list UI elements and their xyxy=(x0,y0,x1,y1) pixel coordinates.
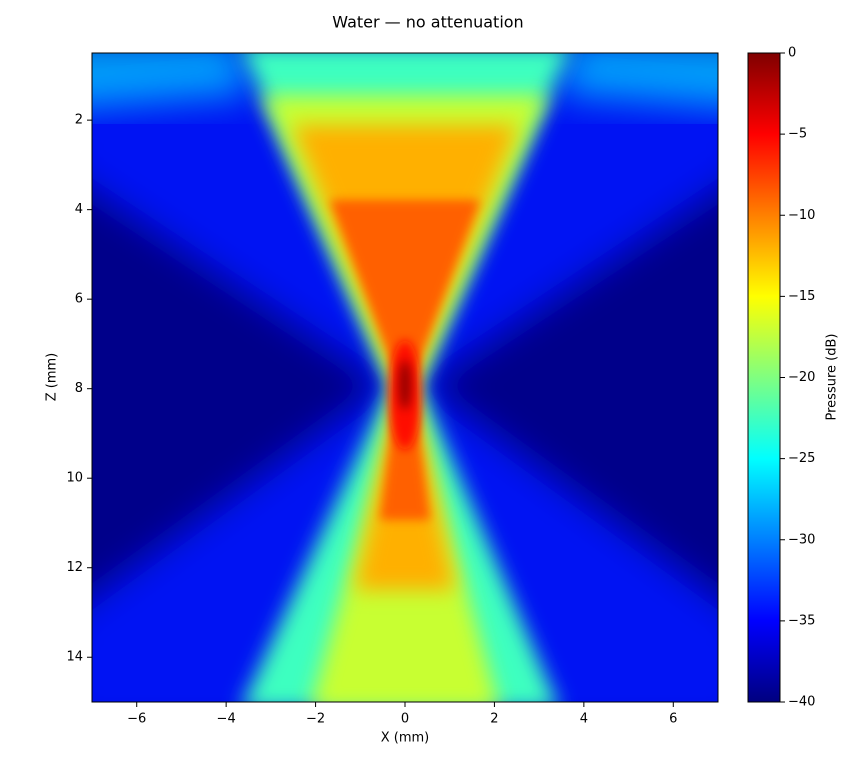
colorbar-tick-label: 0 xyxy=(788,46,796,61)
x-tick-label: 2 xyxy=(490,712,498,727)
colorbar-tick-label: −20 xyxy=(788,370,815,385)
colorbar-tick-label: −35 xyxy=(788,613,815,628)
colorbar-tick-label: −30 xyxy=(788,532,815,547)
y-tick-label: 12 xyxy=(66,560,83,575)
colorbar-tick-label: −40 xyxy=(788,695,815,710)
x-tick-label: −4 xyxy=(217,712,236,727)
x-axis-label: X (mm) xyxy=(381,731,430,746)
y-tick-label: 8 xyxy=(75,381,83,396)
colorbar-tick-label: −25 xyxy=(788,451,815,466)
heatmap-image xyxy=(92,53,718,702)
y-tick-label: 6 xyxy=(75,292,83,307)
colorbar xyxy=(747,52,781,703)
x-tick-label: 6 xyxy=(669,712,677,727)
y-axis-label: Z (mm) xyxy=(45,353,60,402)
x-tick-label: 4 xyxy=(580,712,588,727)
y-tick-label: 4 xyxy=(75,202,83,217)
y-tick-label: 14 xyxy=(66,650,83,665)
colorbar-tick-label: −15 xyxy=(788,289,815,304)
colorbar-tick-label: −10 xyxy=(788,208,815,223)
x-tick-label: −6 xyxy=(127,712,146,727)
x-tick-label: 0 xyxy=(401,712,409,727)
y-tick-label: 2 xyxy=(75,113,83,128)
x-tick-label: −2 xyxy=(306,712,325,727)
colorbar-label: Pressure (dB) xyxy=(825,334,840,421)
y-tick-label: 10 xyxy=(66,471,83,486)
colorbar-tick-label: −5 xyxy=(788,127,807,142)
chart-title: Water — no attenuation xyxy=(332,13,523,32)
